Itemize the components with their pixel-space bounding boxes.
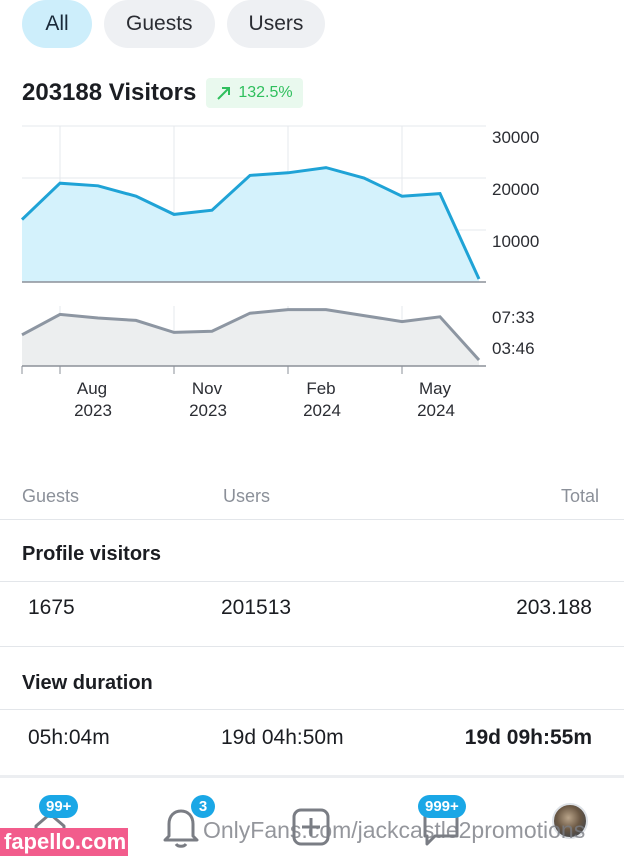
view-duration-total: 19d 09h:55m (464, 726, 592, 749)
messages-badge: 999+ (418, 795, 466, 818)
visitors-title: 203188 Visitors (22, 79, 197, 106)
view-duration-users: 19d 04h:50m (221, 726, 344, 749)
notifications-badge: 3 (191, 795, 215, 818)
header-users: Users (223, 486, 271, 506)
x-label-nov-month: Nov (192, 379, 223, 398)
visitors-summary: 203188 Visitors 132.5% (22, 78, 303, 108)
x-label-may-month: May (419, 379, 452, 398)
y-tick-10000: 10000 (492, 232, 539, 251)
watermark-text: OnlyFans.com/jackcastle2promotions (203, 817, 586, 843)
view-duration-title: View duration (22, 672, 153, 694)
x-label-aug-year: 2023 (74, 401, 112, 420)
profile-visitors-total: 203.188 (516, 596, 592, 619)
x-label-feb-year: 2024 (303, 401, 341, 420)
plus-square-icon[interactable] (290, 806, 332, 848)
divider (0, 646, 624, 647)
visitors-chart: 30000 20000 10000 07:33 03:46 Aug 2023 N… (20, 125, 539, 420)
growth-badge: 132.5% (206, 78, 303, 108)
table-header: Guests Users Total (0, 484, 634, 520)
filter-tabs: All Guests Users (22, 0, 326, 48)
header-guests: Guests (22, 486, 80, 506)
profile-visitors-users: 201513 (221, 596, 292, 619)
visitors-area (22, 167, 479, 282)
profile-visitors-guests: 1675 (28, 596, 75, 619)
x-axis-ticks (21, 366, 403, 374)
divider (0, 581, 624, 582)
y-tick-20000: 20000 (492, 180, 539, 199)
y-tick-0346: 03:46 (492, 339, 535, 358)
home-badge: 99+ (39, 795, 79, 818)
tab-users[interactable]: Users (226, 0, 326, 48)
x-label-feb-month: Feb (306, 379, 335, 398)
divider (0, 709, 624, 710)
header-total: Total (560, 486, 599, 506)
y-tick-30000: 30000 (492, 128, 539, 147)
divider (0, 519, 624, 520)
tab-all[interactable]: All (22, 0, 92, 48)
site-tag: fapello.com (0, 828, 128, 856)
tab-guests[interactable]: Guests (104, 0, 215, 48)
y-tick-0733: 07:33 (492, 308, 535, 327)
view-duration-guests: 05h:04m (28, 726, 110, 749)
growth-value: 132.5% (238, 84, 293, 101)
trend-up-icon (217, 87, 231, 100)
x-label-aug-month: Aug (77, 379, 107, 398)
duration-area (22, 309, 479, 366)
x-label-nov-year: 2023 (189, 401, 227, 420)
duration-line (21, 308, 481, 362)
bell-icon[interactable] (160, 804, 202, 848)
avatar[interactable] (552, 803, 588, 839)
divider (0, 775, 624, 778)
x-label-may-year: 2024 (417, 401, 455, 420)
profile-visitors-title: Profile visitors (22, 543, 161, 565)
visitors-line (20, 166, 481, 280)
